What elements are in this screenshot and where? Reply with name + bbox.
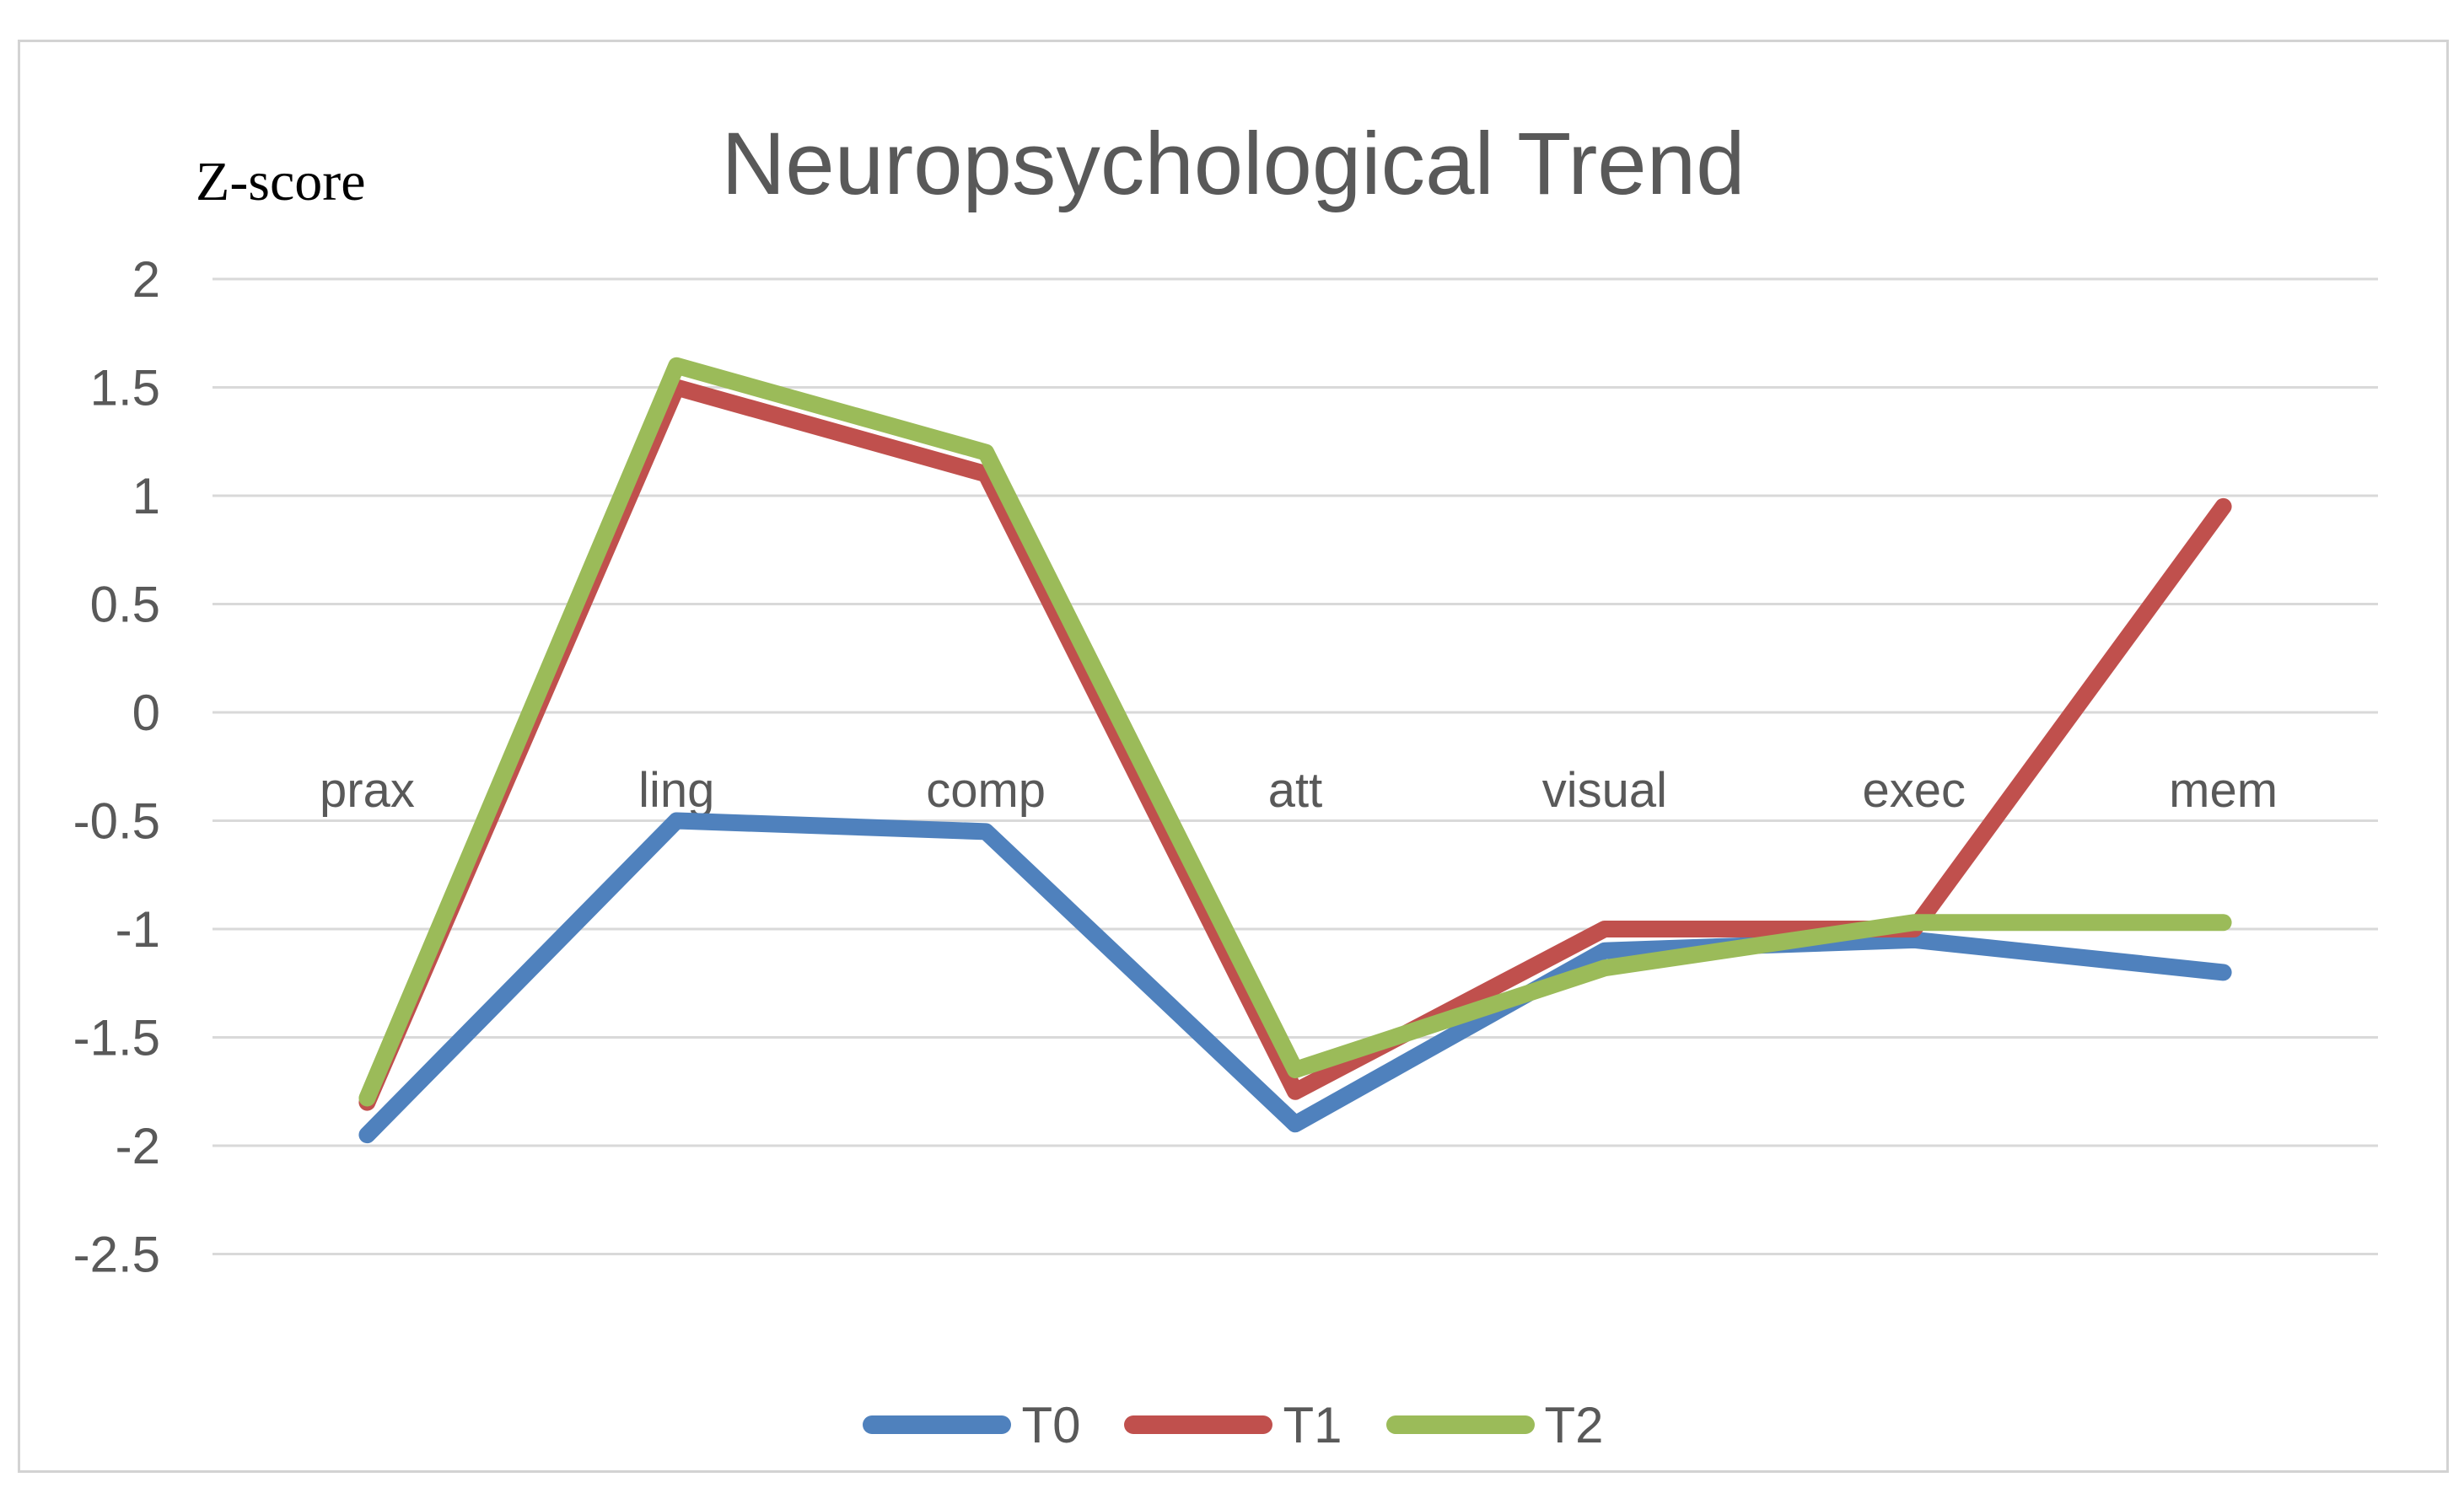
y-tick-label: 2	[132, 251, 160, 308]
x-category-label: exec	[1862, 763, 1966, 818]
x-category-label: att	[1268, 763, 1323, 818]
legend-label-t2: T2	[1544, 1396, 1604, 1453]
x-category-label: comp	[926, 763, 1046, 818]
chart-title: Neuropsychological Trend	[721, 115, 1746, 213]
legend-label-t1: T1	[1283, 1396, 1342, 1453]
series-line-t0	[358, 812, 2232, 1144]
x-category-label: prax	[320, 763, 415, 818]
y-tick-label: 0	[132, 685, 160, 741]
t0-line-swatch-icon	[863, 1415, 1012, 1434]
x-category-label: mem	[2169, 763, 2278, 818]
y-tick-label: -1	[116, 901, 160, 958]
y-tick-label: -2.5	[73, 1227, 160, 1283]
y-tick-label: -0.5	[73, 793, 160, 850]
legend-item-t0: T0	[863, 1396, 1080, 1454]
legend: T0 T1 T2	[20, 1389, 2446, 1460]
y-tick-label: 1.5	[90, 360, 160, 416]
x-category-label: ling	[638, 763, 714, 818]
legend-item-t1: T1	[1124, 1396, 1342, 1454]
series-line-t2	[358, 357, 2232, 1107]
y-tick-label: -2	[116, 1118, 160, 1174]
t1-line-swatch-icon	[1124, 1415, 1273, 1434]
y-axis-label: Z-score	[196, 151, 366, 212]
y-tick-label: 1	[132, 468, 160, 524]
y-tick-label: -1.5	[73, 1010, 160, 1066]
t2-line-swatch-icon	[1385, 1415, 1535, 1434]
legend-item-t2: T2	[1385, 1396, 1604, 1454]
y-tick-label: 0.5	[90, 577, 160, 633]
legend-label-t0: T0	[1021, 1396, 1081, 1453]
x-category-label: visual	[1542, 763, 1667, 818]
